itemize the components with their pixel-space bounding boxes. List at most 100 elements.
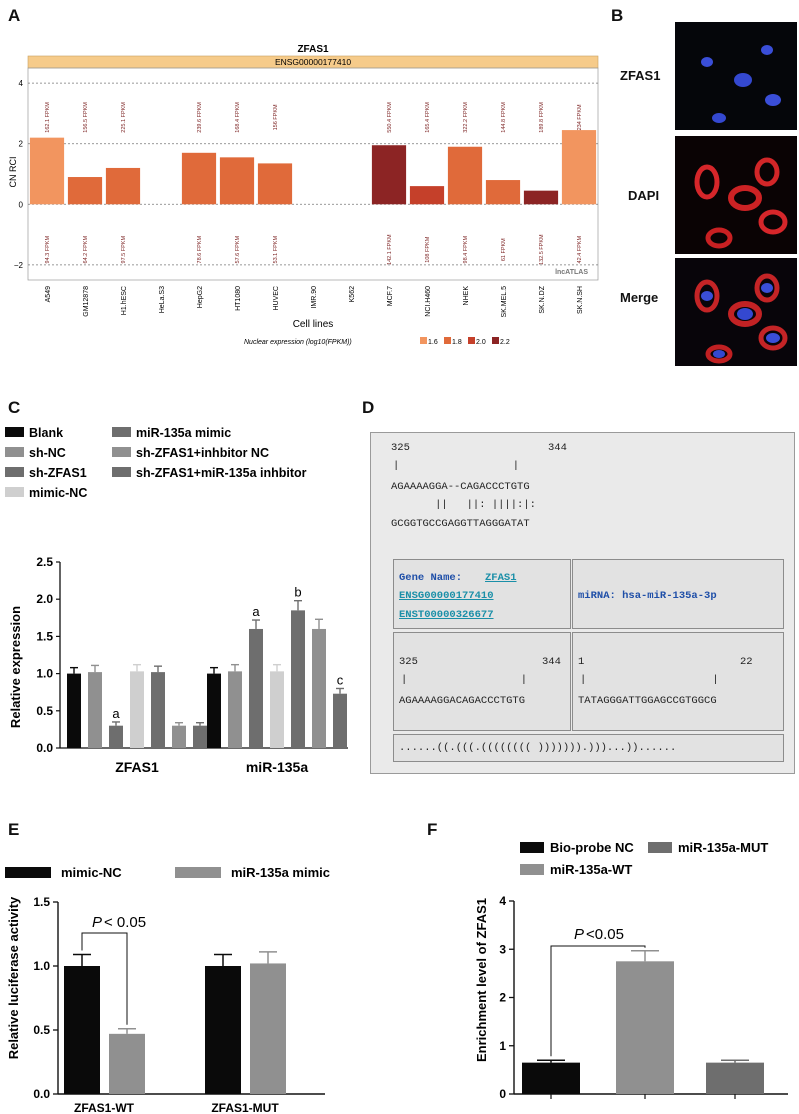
chart-e-group-label: ZFAS1-MUT xyxy=(211,1101,279,1114)
chart-f-pvalue-text: <0.05 xyxy=(586,926,624,943)
chart-a-bar xyxy=(523,190,559,205)
chart-c-ytick: 2.5 xyxy=(36,555,53,569)
chart-a-top-label: 156.5 FPKM xyxy=(83,102,89,133)
chart-a-bar xyxy=(371,145,407,205)
chart-e-pvalue-text: < 0.05 xyxy=(104,914,146,931)
chart-c-legend-label: sh-ZFAS1+miR-135a inhbitor xyxy=(136,466,307,480)
chart-e-bar xyxy=(250,963,286,1094)
chart-f-legend-swatch xyxy=(520,864,544,875)
chart-a-bottom-label: 97.5 FPKM xyxy=(121,236,127,264)
chart-c-annotation: a xyxy=(252,604,260,619)
chart-f-significance-bracket xyxy=(550,945,646,1057)
chart-a-top-label: 168.4 FPKM xyxy=(235,102,241,133)
chart-f-bar xyxy=(706,1062,764,1094)
chart-f-legend-swatch xyxy=(520,842,544,853)
chart-e-legend-swatch xyxy=(5,867,51,878)
chart-c-legend-swatch xyxy=(5,427,24,437)
chart-f-pvalue-p: P xyxy=(574,926,584,943)
gene-info-cell xyxy=(393,559,571,629)
chart-c-ylabel: Relative expression xyxy=(8,606,23,728)
top-seq-match: || ||: ||||:|: xyxy=(391,499,536,511)
chart-a-bottom-label: 108 FPKM xyxy=(425,236,431,262)
chart-a-bar xyxy=(257,163,293,205)
gene-name-label: Gene Name: xyxy=(399,572,463,584)
chart-c-legend-label: sh-ZFAS1 xyxy=(29,466,87,480)
top-pos-bars: | | xyxy=(393,460,520,472)
chart-c-bar xyxy=(151,672,165,748)
chart-c-bar xyxy=(88,672,102,748)
chart-a-top-label: 165.4 FPKM xyxy=(425,102,431,133)
chart-a-bottom-label: 42.4 FPKM xyxy=(577,236,583,264)
mirna-site-cell xyxy=(572,632,784,731)
chart-a-top-label: 162.1 FPKM xyxy=(45,102,51,133)
chart-a-xtick: MCF.7 xyxy=(387,286,394,306)
chart-a-bar xyxy=(29,137,65,205)
chart-c-bar xyxy=(270,671,284,748)
chart-a-bottom-label: 132.5 FPKM xyxy=(539,234,545,265)
chart-a-bar xyxy=(67,177,103,205)
chart-a-xtick: IMR.90 xyxy=(311,286,318,309)
chart-a-subtitle: ENSG00000177410 xyxy=(275,57,351,67)
chart-a-ylabel: CN RCI xyxy=(8,157,18,188)
structure-cell xyxy=(393,734,784,762)
chart-e-ytick: 0.0 xyxy=(33,1087,50,1101)
chart-c-legend-label: miR-135a mimic xyxy=(136,426,231,440)
chart-c-legend-label: sh-NC xyxy=(29,446,66,460)
chart-e-bar xyxy=(109,1033,145,1094)
chart-a-bottom-label: 61 FPKM xyxy=(501,238,507,261)
chart-c-ytick: 1.0 xyxy=(36,667,53,681)
chart-c-ytick: 2.0 xyxy=(36,592,53,606)
chart-a-bottom-label: 142.1 FPKM xyxy=(387,234,393,265)
chart-a-xtick: NHEK xyxy=(463,286,470,306)
chart-c-legend-swatch xyxy=(5,447,24,457)
panel-b-label-zfas1: ZFAS1 xyxy=(620,68,661,83)
chart-a-bar xyxy=(561,130,597,205)
chart-c-legend-label: sh-ZFAS1+inhbitor NC xyxy=(136,446,269,460)
chart-a-ytick: 0 xyxy=(19,200,24,209)
chart-c-annotation: b xyxy=(294,585,301,600)
chart-c-legend-swatch xyxy=(112,447,131,457)
chart-e-legend-label: mimic-NC xyxy=(61,865,122,880)
chart-a-legend-title: Nuclear expression (log10(FPKM)) xyxy=(244,339,352,346)
chart-a-xtick: H1.hESC xyxy=(121,286,128,315)
chart-c-group-label: miR-135a xyxy=(246,759,308,775)
chart-c-ytick: 0.0 xyxy=(36,741,53,755)
mirna-info-cell xyxy=(572,559,784,629)
chart-c-bar xyxy=(312,628,326,748)
chart-f-legend-swatch xyxy=(648,842,672,853)
chart-a-legend-label: 1.8 xyxy=(452,339,462,346)
chart-c-legend-swatch xyxy=(5,467,24,477)
chart-e: Relative luciferase activity P < 0.05 mi… xyxy=(5,865,330,1114)
chart-a-legend-swatch xyxy=(492,337,499,344)
chart-a-xtick: HUVEC xyxy=(273,286,280,311)
chart-f-bar xyxy=(522,1062,580,1094)
chart-c-bar xyxy=(130,671,144,748)
chart-a-top-label: 144.8 FPKM xyxy=(501,102,507,133)
chart-c-bar xyxy=(193,725,207,748)
gene-id-link[interactable]: ENSG00000177410 xyxy=(399,590,494,602)
panel-letter-a: A xyxy=(8,6,21,25)
chart-a-bar xyxy=(105,167,141,205)
chart-c-group-label: ZFAS1 xyxy=(115,759,159,775)
chart-a-bar xyxy=(181,152,217,205)
chart-a-top-label: 550.4 FPKM xyxy=(387,102,393,133)
chart-a-xtick: NCI.H460 xyxy=(425,286,432,317)
chart-a-title: ZFAS1 xyxy=(297,44,329,55)
top-seq-mirna: GCGGTGCCGAGGTTAGGGATAT xyxy=(391,518,530,530)
right-pos-bars: | | xyxy=(580,674,719,686)
chart-a-legend-label: 2.2 xyxy=(500,339,510,346)
panel-letter-c: C xyxy=(8,398,21,417)
mirna-name: miRNA: hsa-miR-135a-3p xyxy=(578,590,717,602)
chart-c-bar xyxy=(249,628,263,748)
chart-c-legend-swatch xyxy=(5,487,24,497)
left-seq: AGAAAAGGACAGACCCTGTG xyxy=(399,695,526,707)
chart-a-xtick: HeLa.S3 xyxy=(159,286,166,313)
chart-a-xtick: A549 xyxy=(45,286,52,302)
chart-f-bar xyxy=(616,961,674,1094)
chart-a-top-label: 189.8 FPKM xyxy=(539,102,545,133)
top-seq-zfas1: AGAAAAGGA--CAGACCCTGTG xyxy=(391,481,530,493)
chart-c-bar xyxy=(333,693,347,748)
gene-name-link[interactable]: ZFAS1 xyxy=(485,572,517,584)
transcript-id-link[interactable]: ENST00000326677 xyxy=(399,609,494,621)
chart-f-ytick: 1 xyxy=(499,1039,506,1053)
